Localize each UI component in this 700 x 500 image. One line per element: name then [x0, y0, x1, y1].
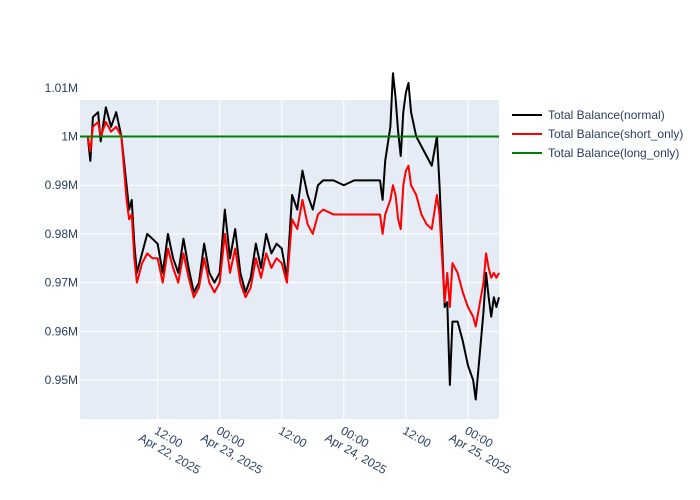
series-line [80, 72, 500, 401]
legend-item[interactable]: Total Balance(short_only) [512, 127, 683, 141]
y-tick-labels: 0.95M 0.96M 0.97M 0.98M 0.99M 1M 1.01M [45, 81, 78, 387]
legend-label: Total Balance(short_only) [548, 127, 683, 141]
x-tick-label: 00:00Apr 24, 2025 [323, 418, 397, 477]
legend-item[interactable]: Total Balance(normal) [512, 108, 665, 122]
legend-item[interactable]: Total Balance(long_only) [512, 146, 679, 160]
x-tick-labels: 12:00Apr 22, 2025 00:00Apr 23, 2025 12:00 0… [136, 418, 521, 477]
x-tick-label: 12:00 [276, 423, 309, 450]
y-tick-label: 0.96M [45, 324, 78, 338]
x-tick-label: 12:00 [400, 423, 433, 450]
series-layer [80, 72, 500, 401]
x-tick-label: 00:00Apr 23, 2025 [199, 418, 273, 477]
y-tick-label: 0.95M [45, 373, 78, 387]
legend-label: Total Balance(long_only) [548, 146, 679, 160]
x-tick-label: 00:00Apr 25, 2025 [447, 418, 521, 477]
y-tick-label: 0.99M [45, 178, 78, 192]
legend-label: Total Balance(normal) [548, 108, 665, 122]
y-tick-label: 0.98M [45, 227, 78, 241]
y-tick-label: 1M [61, 130, 78, 144]
x-gridlines [157, 100, 469, 419]
legend[interactable]: Total Balance(normal) Total Balance(short… [512, 108, 683, 160]
series-line [80, 120, 500, 328]
x-tick-label: 12:00Apr 22, 2025 [136, 418, 210, 477]
y-tick-label: 1.01M [45, 81, 78, 95]
y-tick-label: 0.97M [45, 276, 78, 290]
